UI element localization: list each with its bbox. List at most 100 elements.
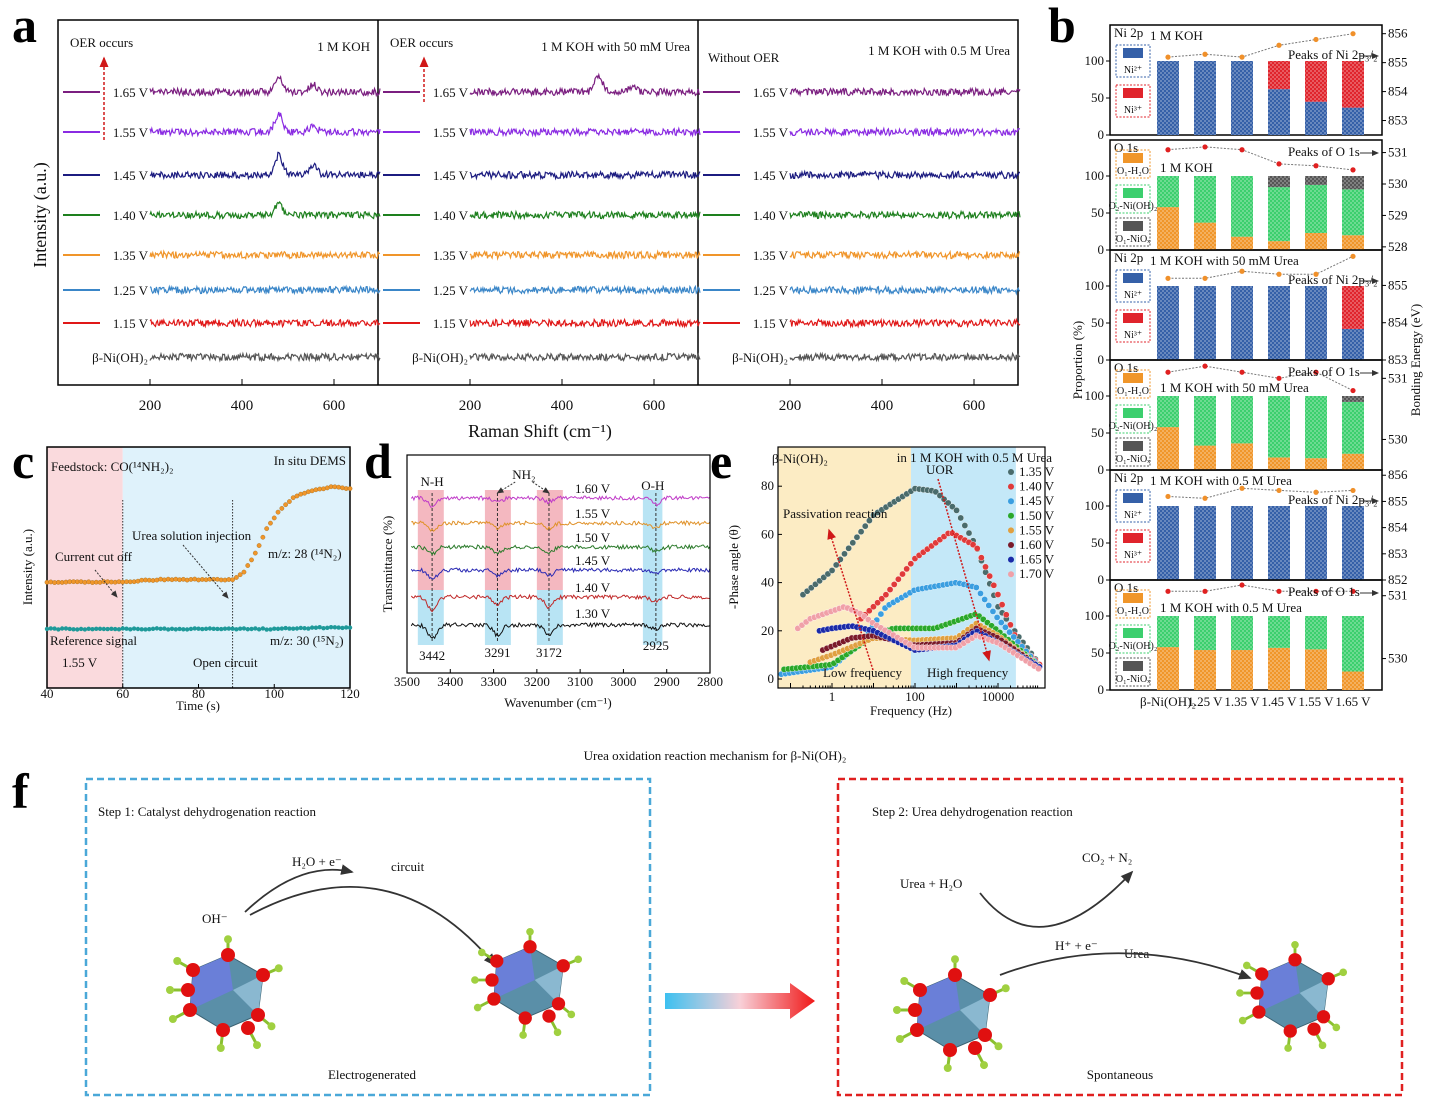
dems-point bbox=[279, 626, 285, 631]
series-label: 1.25 V bbox=[433, 283, 469, 298]
legend-label: Ni³⁺ bbox=[1124, 105, 1142, 116]
peak-point bbox=[1165, 369, 1171, 375]
y2-tick-label: 531 bbox=[1388, 145, 1408, 160]
raman-trace bbox=[789, 284, 1021, 296]
oxygen-atom bbox=[251, 1008, 265, 1022]
bar-texture bbox=[1305, 176, 1327, 185]
dems-point bbox=[211, 626, 216, 632]
ir-band-pink bbox=[417, 490, 444, 590]
series-label: 1.65 V bbox=[433, 85, 469, 100]
peak-point bbox=[1350, 487, 1356, 494]
peak-point bbox=[1239, 582, 1245, 588]
reaction-arrow bbox=[249, 886, 497, 967]
peak-point bbox=[1350, 167, 1356, 173]
legend-box bbox=[1115, 589, 1151, 619]
hydrogen-atom bbox=[1339, 968, 1348, 977]
series-label: 1.40 V bbox=[753, 208, 789, 223]
dems-point bbox=[184, 627, 190, 632]
y-axis-label: Transmittance (%) bbox=[380, 516, 395, 613]
dems-point bbox=[245, 563, 251, 568]
peak-point bbox=[1276, 271, 1282, 277]
bar-texture bbox=[1268, 616, 1290, 648]
legend-box bbox=[1115, 369, 1151, 399]
bar-texture bbox=[1231, 396, 1253, 444]
x-tick-label: 80 bbox=[192, 686, 205, 701]
dems-point bbox=[275, 626, 281, 632]
series-label: 1.15 V bbox=[433, 316, 469, 331]
dems-point bbox=[336, 625, 341, 630]
hydrogen-atom bbox=[526, 927, 534, 936]
bar-texture bbox=[1268, 61, 1290, 90]
phase-point bbox=[982, 563, 989, 571]
x-tick-label: 200 bbox=[139, 398, 162, 414]
raman-trace bbox=[149, 317, 381, 329]
legend-label: O₁-NiOₓ bbox=[1116, 674, 1150, 685]
x-tick-label: 600 bbox=[643, 398, 666, 414]
x-tick-label: 10000 bbox=[982, 689, 1015, 704]
y-tick-label: 80 bbox=[761, 478, 774, 493]
reaction-arrow bbox=[999, 952, 1252, 980]
bar-texture bbox=[1305, 649, 1327, 690]
bar-texture bbox=[1231, 616, 1253, 651]
bar-texture bbox=[1194, 506, 1216, 580]
series-label: 1.45 V bbox=[753, 168, 789, 183]
hydrogen-atom bbox=[224, 935, 232, 944]
phase-point bbox=[878, 595, 886, 603]
bar-texture bbox=[1305, 232, 1327, 250]
dems-point bbox=[158, 576, 163, 582]
oxygen-atom bbox=[983, 988, 997, 1002]
hydrogen-atom bbox=[1001, 984, 1010, 993]
oxygen-atom bbox=[1255, 967, 1269, 981]
bar-texture bbox=[1157, 647, 1179, 690]
time-region bbox=[122, 447, 350, 688]
peak-point bbox=[1350, 387, 1356, 394]
hydrogen-atom bbox=[519, 1031, 527, 1039]
legend-box bbox=[1115, 489, 1151, 523]
y-tick-label: 0 bbox=[1098, 127, 1105, 142]
y2-tick-label: 530 bbox=[1388, 651, 1408, 666]
phase-point bbox=[845, 545, 852, 552]
bar-texture bbox=[1342, 401, 1364, 454]
oxygen-atom bbox=[551, 997, 566, 1011]
panel-e-frame bbox=[777, 446, 1046, 689]
dems-point bbox=[256, 543, 262, 548]
subplot-kind: O 1s bbox=[1114, 140, 1138, 155]
hydrogen-atom bbox=[1238, 1016, 1247, 1025]
phase-point bbox=[973, 545, 981, 552]
phase-point bbox=[882, 591, 890, 599]
x-tick-label: 60 bbox=[116, 686, 129, 701]
peak-point bbox=[1239, 147, 1245, 153]
legend-box bbox=[1115, 529, 1151, 563]
dems-point bbox=[86, 579, 92, 585]
y2-tick-label: 854 bbox=[1388, 315, 1408, 330]
ir-spectrum bbox=[410, 494, 711, 508]
bar-texture bbox=[1342, 235, 1364, 250]
oxygen-atom bbox=[908, 1003, 922, 1017]
legend-label: O₂-Ni(OH)₂ bbox=[1109, 421, 1158, 432]
bar-texture bbox=[1342, 328, 1364, 360]
x-tick-label: 1.35 V bbox=[1224, 694, 1260, 709]
uor-label: UOR bbox=[926, 462, 954, 477]
ir-spectrum bbox=[410, 566, 711, 580]
legend-marker bbox=[1008, 483, 1014, 490]
step1-reactant: OH⁻ bbox=[202, 911, 228, 926]
legend-swatch bbox=[1123, 628, 1143, 638]
legend-swatch bbox=[1123, 408, 1143, 418]
bar-texture bbox=[1342, 671, 1364, 690]
series-label: 1.55 V bbox=[113, 125, 149, 140]
hydrogen-atom bbox=[1318, 1041, 1327, 1050]
phase-point bbox=[899, 570, 906, 578]
raman-trace bbox=[149, 284, 381, 296]
subplot-annotation: Without OER bbox=[708, 50, 780, 65]
x-axis-label: Frequency (Hz) bbox=[870, 703, 952, 718]
x-tick-label: 2900 bbox=[654, 674, 680, 689]
passivation-label: Passivation reaction bbox=[783, 506, 888, 521]
y-tick-label: 0 bbox=[1098, 462, 1105, 477]
step1-product: H₂O + e⁻ bbox=[292, 854, 342, 869]
bar-texture bbox=[1231, 286, 1253, 360]
legend-swatch bbox=[1123, 221, 1143, 231]
octahedral-catalyst-molecule bbox=[1236, 940, 1348, 1052]
panel-label-b: b bbox=[1048, 0, 1076, 53]
y2-tick-label: 854 bbox=[1388, 520, 1408, 535]
y2-tick-label: 529 bbox=[1388, 207, 1408, 222]
